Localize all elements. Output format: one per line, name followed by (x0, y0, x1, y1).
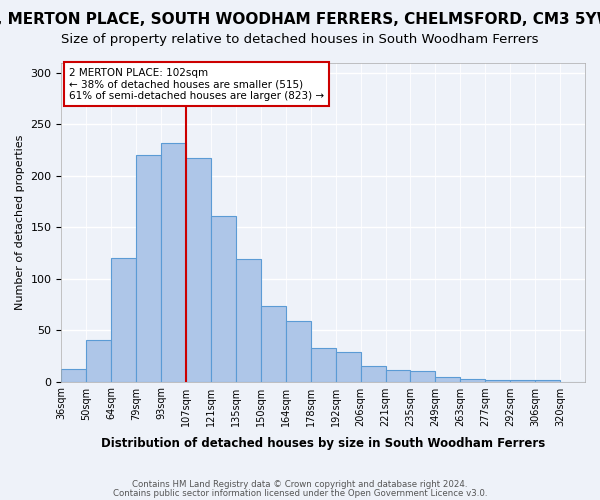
Text: 2 MERTON PLACE: 102sqm
← 38% of detached houses are smaller (515)
61% of semi-de: 2 MERTON PLACE: 102sqm ← 38% of detached… (69, 68, 324, 101)
Bar (535, 380, 560, 382)
Bar (186, 158, 211, 382)
Bar (111, 258, 136, 382)
Y-axis label: Number of detached properties: Number of detached properties (15, 134, 25, 310)
Text: Contains public sector information licensed under the Open Government Licence v3: Contains public sector information licen… (113, 488, 487, 498)
Bar (460, 380, 485, 382)
Bar (286, 321, 311, 382)
Bar (361, 366, 386, 382)
X-axis label: Distribution of detached houses by size in South Woodham Ferrers: Distribution of detached houses by size … (101, 437, 545, 450)
Bar (436, 378, 460, 382)
Bar (261, 306, 286, 382)
Bar (211, 216, 236, 382)
Bar (510, 380, 535, 382)
Bar (86, 340, 111, 382)
Bar (410, 371, 436, 382)
Bar (335, 352, 361, 382)
Bar (236, 259, 261, 382)
Bar (311, 348, 335, 382)
Text: Size of property relative to detached houses in South Woodham Ferrers: Size of property relative to detached ho… (61, 32, 539, 46)
Text: 2, MERTON PLACE, SOUTH WOODHAM FERRERS, CHELMSFORD, CM3 5YW: 2, MERTON PLACE, SOUTH WOODHAM FERRERS, … (0, 12, 600, 28)
Bar (161, 143, 186, 382)
Bar (485, 380, 510, 382)
Bar (136, 155, 161, 382)
Bar (61, 369, 86, 382)
Bar (386, 370, 410, 382)
Text: Contains HM Land Registry data © Crown copyright and database right 2024.: Contains HM Land Registry data © Crown c… (132, 480, 468, 489)
